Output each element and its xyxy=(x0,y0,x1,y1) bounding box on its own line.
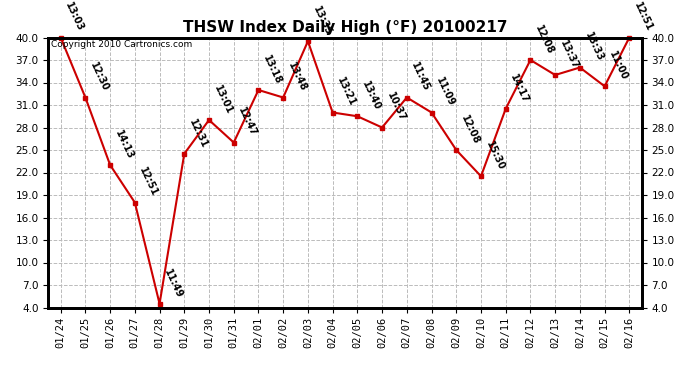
Text: 12:08: 12:08 xyxy=(533,23,555,56)
Text: 12:31: 12:31 xyxy=(187,117,209,150)
Title: THSW Index Daily High (°F) 20100217: THSW Index Daily High (°F) 20100217 xyxy=(183,20,507,35)
Text: 12:51: 12:51 xyxy=(137,166,160,198)
Text: 13:40: 13:40 xyxy=(360,80,382,112)
Text: 13:01: 13:01 xyxy=(212,84,234,116)
Text: 13:03: 13:03 xyxy=(63,1,86,33)
Text: 13:35: 13:35 xyxy=(310,5,333,37)
Text: 12:08: 12:08 xyxy=(459,113,481,146)
Text: 13:37: 13:37 xyxy=(558,39,580,71)
Text: 13:21: 13:21 xyxy=(335,76,357,108)
Text: 15:30: 15:30 xyxy=(484,140,506,172)
Text: 11:49: 11:49 xyxy=(162,267,184,300)
Text: 12:51: 12:51 xyxy=(632,1,654,33)
Text: 12:30: 12:30 xyxy=(88,61,110,93)
Text: 11:09: 11:09 xyxy=(434,76,457,108)
Text: 10:37: 10:37 xyxy=(385,91,407,123)
Text: 13:18: 13:18 xyxy=(262,53,284,86)
Text: 11:45: 11:45 xyxy=(410,61,432,93)
Text: 11:00: 11:00 xyxy=(607,50,629,82)
Text: 14:17: 14:17 xyxy=(509,72,531,105)
Text: 12:47: 12:47 xyxy=(237,106,259,138)
Text: 13:48: 13:48 xyxy=(286,61,308,93)
Text: 13:33: 13:33 xyxy=(582,31,605,63)
Text: 14:13: 14:13 xyxy=(113,129,135,161)
Text: Copyright 2010 Cartronics.com: Copyright 2010 Cartronics.com xyxy=(51,40,193,49)
